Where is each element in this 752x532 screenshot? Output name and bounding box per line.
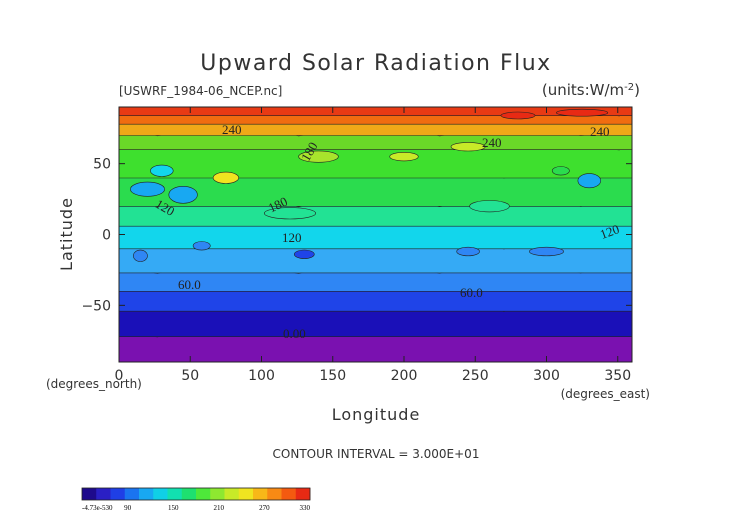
- colorbar-tick-label: 210: [214, 504, 225, 512]
- colorbar-swatch: [238, 488, 254, 500]
- colorbar-swatch: [110, 488, 126, 500]
- contour-region: [450, 142, 486, 152]
- heatmap-plot-area: [119, 107, 632, 362]
- colorbar-swatch: [267, 488, 282, 500]
- x-tick-label: 350: [604, 368, 631, 384]
- contour-region: [168, 186, 198, 204]
- contour-region: [529, 246, 564, 257]
- x-tick-label: 250: [462, 368, 489, 384]
- contour-label: 240: [222, 122, 242, 137]
- colorbar-tick-label: 150: [168, 504, 179, 512]
- contour-region: [130, 181, 165, 197]
- contour-region: [293, 249, 315, 259]
- colorbar-tick-label: -4.73e-530: [82, 504, 113, 512]
- y-axis-label: Latitude: [57, 197, 76, 271]
- x-tick-label: 200: [391, 368, 418, 384]
- x-tick-label: 300: [533, 368, 560, 384]
- contour-region: [469, 200, 510, 213]
- contour-label: 180: [266, 194, 290, 216]
- contour-label: 60.0: [178, 277, 201, 292]
- contour-label: 240: [482, 135, 502, 150]
- y-unit-label: (degrees_north): [46, 377, 142, 391]
- latitude-band: [119, 107, 632, 116]
- contour-label: 120: [598, 221, 621, 242]
- contour-interval: CONTOUR INTERVAL = 3.000E+01: [273, 447, 480, 461]
- contour-region: [500, 111, 536, 120]
- colorbar-swatch: [124, 488, 140, 500]
- colorbar-swatch: [167, 488, 183, 500]
- contour-label: 0.00: [283, 326, 306, 341]
- colorbar-swatch: [224, 488, 240, 500]
- colorbar-swatch: [210, 488, 225, 500]
- x-axis: 0 50 100 150 200 250 300 350: [115, 107, 631, 384]
- units-label: (units:W/m-2): [542, 81, 640, 99]
- colorbar-swatch: [295, 488, 311, 500]
- contour-region: [551, 166, 570, 176]
- colorbar-swatch: [196, 488, 211, 500]
- colorbar-swatch: [153, 488, 168, 500]
- contour-region: [577, 173, 601, 189]
- colorbar-tick-label: 270: [259, 504, 270, 512]
- contour-region: [556, 108, 609, 117]
- colorbar-swatch: [181, 488, 197, 500]
- contour-region: [132, 249, 148, 262]
- y-tick-label: 50: [93, 157, 111, 173]
- colorbar-ticks: -4.73e-530 90 150 210 270 330: [82, 504, 311, 512]
- y-tick-label: 0: [102, 228, 111, 244]
- contour-region: [456, 246, 480, 257]
- contour-region: [389, 152, 419, 162]
- contour-region: [263, 207, 316, 220]
- colorbar-swatch: [253, 488, 268, 500]
- colorbar-swatch: [96, 488, 111, 500]
- contour-label: 120: [282, 230, 302, 245]
- y-tick-label: −50: [81, 298, 111, 314]
- contour-region: [150, 164, 174, 177]
- colorbar-frame: [81, 487, 311, 501]
- contour-region: [298, 150, 339, 163]
- y-axis: −50 0 50: [81, 157, 632, 314]
- x-tick-label: 0: [115, 368, 124, 384]
- contour-region: [212, 171, 239, 184]
- x-tick-label: 150: [319, 368, 346, 384]
- colorbar-tick-label: 330: [300, 504, 311, 512]
- colorbar-swatch: [139, 488, 154, 500]
- colorbar-swatch: [82, 488, 97, 500]
- colorbar-tick-label: 90: [124, 504, 132, 512]
- x-tick-label: 50: [181, 368, 199, 384]
- x-unit-label: (degrees_east): [561, 387, 650, 401]
- chart-title: Upward Solar Radiation Flux: [200, 51, 551, 76]
- x-axis-label: Longitude: [332, 405, 421, 424]
- x-tick-label: 100: [248, 368, 275, 384]
- contour-region: [192, 241, 211, 251]
- contour-label: 60.0: [460, 285, 483, 300]
- dataset-label: [USWRF_1984-06_NCEP.nc]: [119, 84, 282, 98]
- contour-label: 240: [590, 124, 610, 139]
- colorbar-swatch: [281, 488, 297, 500]
- colorbar: [81, 487, 311, 501]
